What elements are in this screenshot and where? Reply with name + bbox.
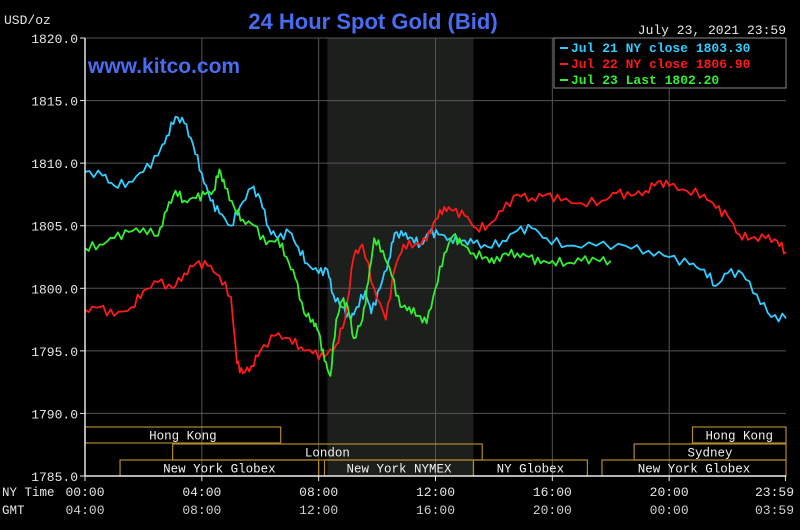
x-tick-label-ny: 08:00 — [299, 485, 338, 500]
chart-title: 24 Hour Spot Gold (Bid) — [248, 9, 497, 34]
price-series-line — [84, 115, 787, 323]
price-series-line — [84, 179, 787, 375]
y-axis-unit: USD/oz — [4, 13, 51, 28]
x-tick-label-ny: 00:00 — [65, 485, 104, 500]
x-tick-label-gmt: 03:59 — [755, 503, 794, 518]
x-tick-label-gmt: 12:00 — [299, 503, 338, 518]
x-tick-label-gmt: 16:00 — [416, 503, 455, 518]
y-tick-label: 1790.0 — [31, 407, 78, 422]
x-tick-label-gmt: 20:00 — [533, 503, 572, 518]
x-tick-label-ny: 04:00 — [182, 485, 221, 500]
session-label: London — [305, 447, 350, 461]
watermark-url: www.kitco.com — [87, 55, 240, 78]
x-row-label-gmt: GMT — [2, 504, 25, 518]
x-tick-label-ny: 20:00 — [650, 485, 689, 500]
x-row-label-ny: NY Time — [2, 486, 55, 500]
legend-entry: Jul 21 NY close 1803.30 — [571, 41, 751, 56]
legend-entry: Jul 23 Last 1802.20 — [571, 73, 719, 88]
y-tick-label: 1820.0 — [31, 32, 78, 47]
x-tick-label-gmt: 00:00 — [650, 503, 689, 518]
session-label: Hong Kong — [706, 430, 774, 444]
x-tick-label-gmt: 04:00 — [65, 503, 104, 518]
y-tick-label: 1805.0 — [31, 220, 78, 235]
y-tick-label: 1815.0 — [31, 95, 78, 110]
y-tick-label: 1810.0 — [31, 157, 78, 172]
session-label: New York Globex — [638, 463, 751, 477]
session-label: New York NYMEX — [346, 463, 452, 477]
trading-window-highlight — [327, 38, 474, 476]
price-series-line — [84, 168, 612, 377]
y-tick-label: 1800.0 — [31, 282, 78, 297]
timestamp: July 23, 2021 23:59 — [638, 23, 786, 38]
session-box — [691, 426, 787, 444]
x-tick-label-ny: 12:00 — [416, 485, 455, 500]
session-label: New York Globex — [163, 463, 276, 477]
legend-box — [553, 37, 787, 89]
session-label: Hong Kong — [149, 430, 217, 444]
y-tick-label: 1785.0 — [31, 470, 78, 485]
x-tick-label-ny: 16:00 — [533, 485, 572, 500]
session-label: NY Globex — [497, 463, 565, 477]
x-tick-label-gmt: 08:00 — [182, 503, 221, 518]
x-tick-label-ny: 23:59 — [755, 485, 794, 500]
y-tick-label: 1795.0 — [31, 345, 78, 360]
session-label: Sydney — [688, 447, 734, 461]
legend-entry: Jul 22 NY close 1806.90 — [571, 57, 751, 72]
